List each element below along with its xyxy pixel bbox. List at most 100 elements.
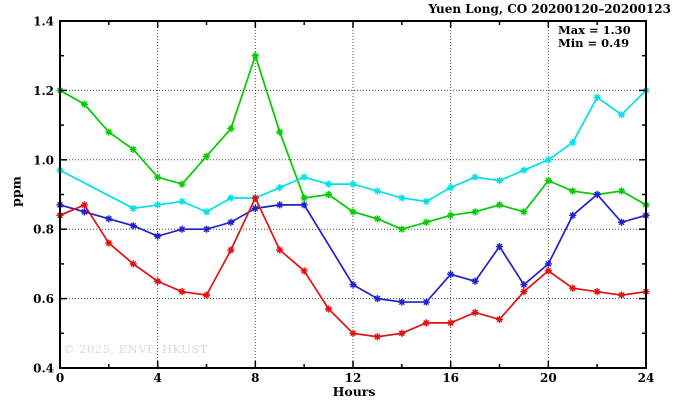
data-point-marker [569, 138, 577, 147]
data-point-marker [471, 173, 479, 181]
data-point-marker [593, 93, 601, 101]
data-point-marker [373, 295, 382, 303]
data-point-marker [154, 232, 162, 240]
data-point-marker [398, 329, 406, 337]
data-point-marker [495, 315, 504, 324]
watermark: © 2025, ENVF, HKUST [63, 342, 208, 356]
data-point-marker [300, 201, 308, 209]
data-point-marker [617, 187, 626, 195]
x-tick-label: 12 [345, 371, 362, 385]
gridlines [60, 21, 646, 368]
data-point-marker [300, 173, 308, 181]
data-point-marker [154, 277, 162, 285]
data-point-marker [105, 239, 113, 247]
data-point-marker [202, 225, 211, 233]
data-point-marker [422, 298, 430, 306]
data-point-marker [349, 180, 357, 188]
data-point-marker [349, 281, 357, 289]
chart-title: Yuen Long, CO 20200120–20200123 [428, 2, 671, 16]
x-tick-label: 8 [251, 371, 259, 385]
data-point-marker [373, 215, 382, 223]
max-annotation: Max = 1.30 [558, 23, 631, 37]
data-point-marker [617, 291, 626, 299]
data-point-marker [471, 208, 479, 216]
data-point-marker [178, 225, 186, 233]
x-axis-label: Hours [332, 384, 376, 399]
x-tick-label: 16 [442, 371, 459, 385]
data-point-marker [202, 291, 211, 299]
data-point-marker [544, 156, 552, 164]
data-point-marker [129, 222, 137, 230]
data-point-marker [447, 270, 455, 278]
data-point-marker [544, 267, 552, 275]
data-point-marker [447, 211, 455, 219]
data-point-marker [593, 288, 601, 296]
data-point-marker [178, 288, 186, 296]
data-point-marker [398, 298, 406, 306]
data-point-marker [447, 319, 455, 327]
data-point-marker [471, 308, 479, 317]
data-point-marker [276, 246, 284, 254]
data-point-marker [251, 204, 259, 212]
data-point-marker [227, 194, 235, 202]
data-point-marker [324, 180, 333, 188]
data-point-marker [227, 246, 235, 254]
data-point-marker [154, 173, 162, 181]
data-point-marker [202, 208, 211, 216]
data-point-marker [300, 194, 308, 202]
series-blue-line [56, 190, 650, 306]
data-point-marker [544, 260, 552, 268]
data-point-marker [324, 190, 333, 199]
y-tick-label: 0.8 [33, 223, 54, 237]
data-point-marker [569, 284, 577, 292]
data-point-marker [276, 183, 284, 192]
data-point-marker [471, 277, 479, 285]
data-point-marker [495, 177, 504, 185]
data-point-marker [80, 208, 89, 216]
data-point-marker [422, 197, 430, 206]
data-point-marker [569, 211, 577, 219]
data-point-marker [105, 128, 113, 136]
x-tick-label: 0 [56, 371, 64, 385]
data-point-marker [349, 329, 357, 337]
data-point-marker [178, 180, 186, 188]
y-axis-label: ppm [8, 176, 24, 207]
data-point-marker [276, 128, 284, 136]
data-point-marker [593, 190, 601, 199]
data-point-marker [520, 166, 528, 174]
data-point-marker [202, 152, 211, 160]
data-point-marker [80, 201, 89, 209]
data-point-marker [251, 194, 259, 202]
data-point-marker [105, 215, 113, 223]
data-point-marker [129, 204, 137, 212]
max-min-annotation: Max = 1.30 Min = 0.49 [558, 24, 631, 50]
data-point-marker [398, 194, 406, 202]
series-red-line [56, 194, 650, 341]
data-point-marker [373, 333, 382, 341]
data-point-marker [154, 201, 162, 209]
series-green-line [56, 52, 650, 233]
series-cyan-line [56, 86, 650, 216]
y-tick-label: 1.2 [33, 84, 54, 98]
data-point-marker [520, 281, 528, 289]
data-point-marker [324, 305, 333, 313]
axis-ticks [59, 20, 647, 369]
data-point-marker [520, 208, 528, 216]
y-tick-label: 1.4 [33, 15, 54, 29]
tick-labels: 0 4 8 12 16 20 24 0.4 0.6 0.8 1.0 1.2 1.4 [33, 15, 654, 386]
data-point-marker [422, 218, 430, 226]
data-point-marker [617, 111, 626, 119]
x-tick-label: 20 [540, 371, 557, 385]
min-annotation: Min = 0.49 [558, 36, 630, 50]
data-point-marker [398, 225, 406, 233]
y-tick-label: 1.0 [33, 153, 54, 167]
data-point-marker [276, 201, 284, 209]
data-point-marker [227, 218, 235, 226]
data-point-marker [373, 187, 382, 195]
data-point-marker [544, 177, 552, 185]
data-point-marker [447, 183, 455, 192]
data-point-marker [178, 197, 186, 206]
data-point-marker [617, 218, 626, 226]
data-point-marker [251, 52, 259, 60]
